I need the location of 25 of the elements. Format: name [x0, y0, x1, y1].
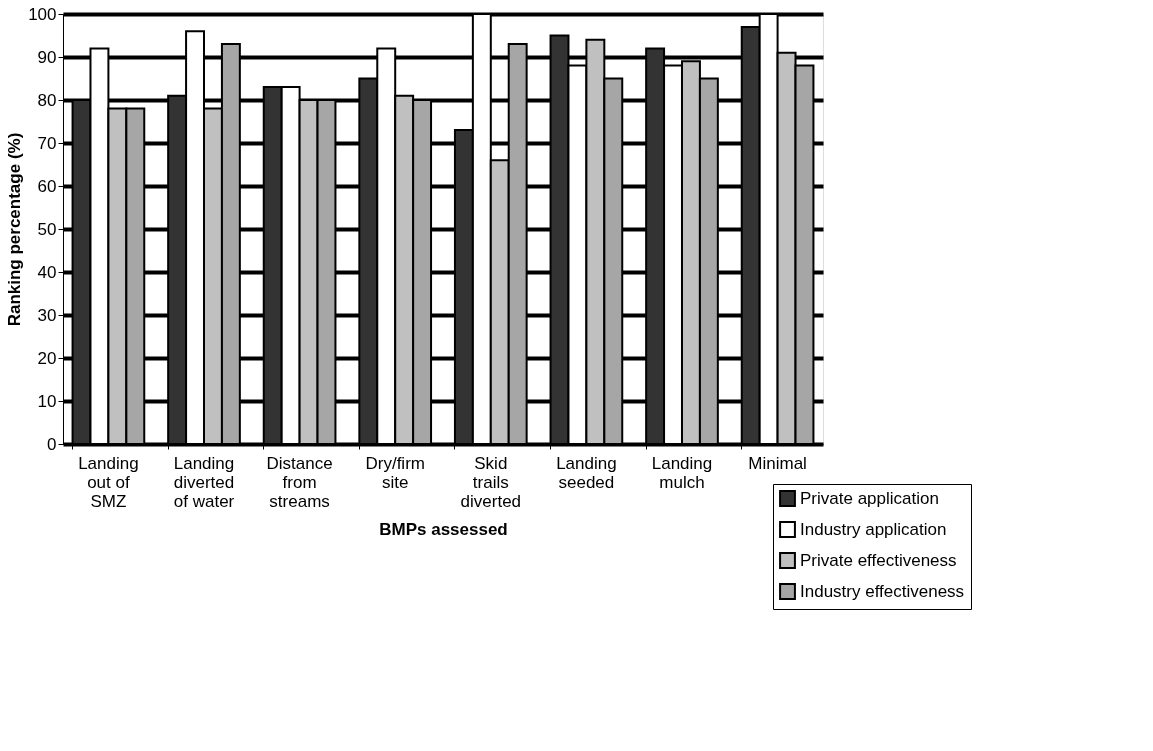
- x-tick-label: Minimal: [748, 453, 807, 473]
- y-tick-label: 60: [37, 176, 57, 196]
- x-tick-label: Distance from streams: [266, 453, 333, 511]
- y-tick-label: 30: [37, 305, 57, 325]
- y-tick-label: 0: [47, 434, 57, 454]
- y-tick-label: 10: [37, 391, 57, 411]
- x-axis-title: BMPs assessed: [379, 519, 508, 539]
- x-tick-label: Landing mulch: [651, 453, 713, 492]
- y-tick-label: 20: [37, 348, 57, 368]
- x-tick-label: Dry/firm site: [365, 453, 425, 492]
- y-tick-label: 40: [37, 262, 57, 282]
- y-tick-label: 70: [37, 133, 57, 153]
- y-tick-label: 100: [28, 4, 57, 24]
- x-tick-label: Landing seeded: [556, 453, 617, 492]
- y-tick-label: 90: [37, 47, 57, 67]
- legend-label: Industry application: [800, 519, 947, 539]
- legend-label: Private application: [800, 488, 939, 508]
- y-tick-label: 50: [37, 219, 57, 239]
- y-tick-label: 80: [37, 90, 57, 110]
- legend-label: Industry effectiveness: [800, 581, 965, 601]
- y-axis-title: Ranking percentage (%): [5, 132, 25, 327]
- legend-label: Private effectiveness: [800, 550, 957, 570]
- x-tick-label: Landing out of SMZ: [78, 453, 139, 511]
- x-tick-label: Skid trails diverted: [460, 453, 522, 511]
- x-tick-label: Landing diverted of water: [173, 453, 235, 511]
